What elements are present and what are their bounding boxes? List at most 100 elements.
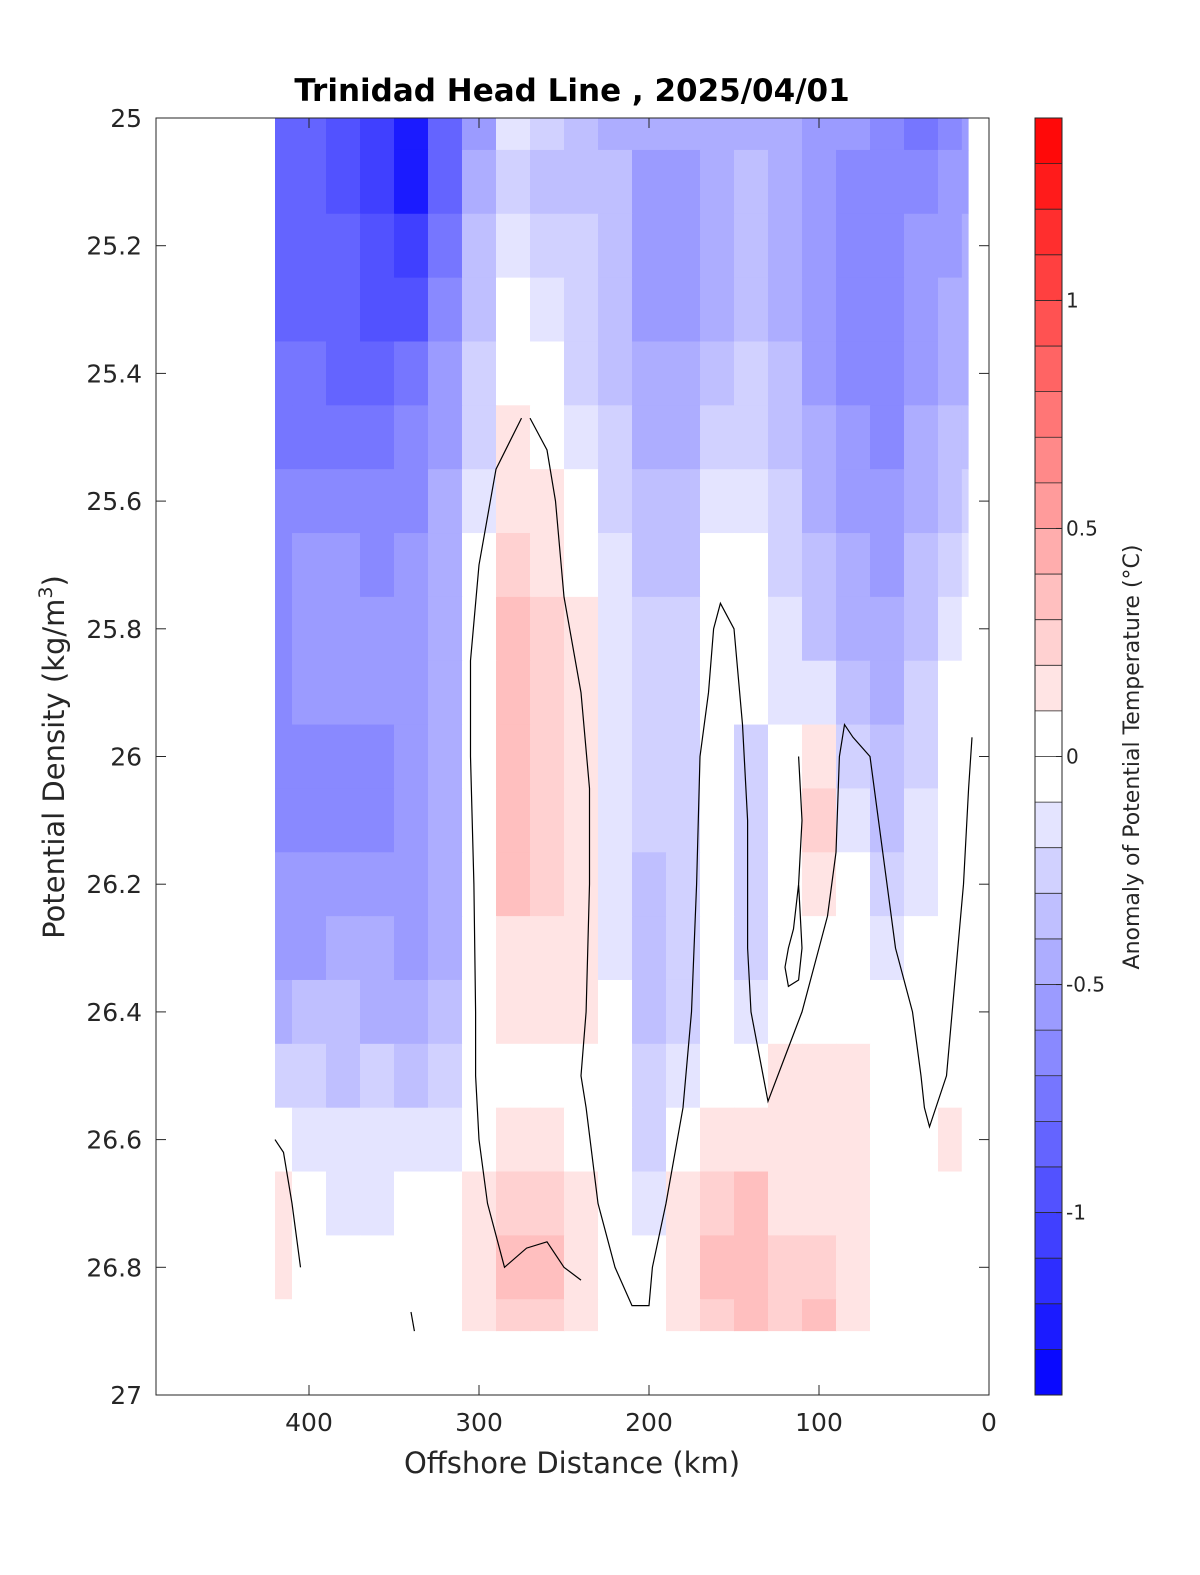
heatmap-cell xyxy=(904,213,939,279)
heatmap-cell xyxy=(530,118,565,151)
heatmap-cell xyxy=(961,1235,969,1300)
heatmap-cell xyxy=(768,979,803,1045)
heatmap-cell xyxy=(462,660,497,726)
heatmap-cell xyxy=(462,341,497,406)
heatmap-cell xyxy=(700,1171,735,1236)
heatmap-cell xyxy=(326,277,361,343)
heatmap-cell xyxy=(564,1235,599,1300)
y-axis: 25 25.2 25.4 25.6 25.8 26 26.2 26.4 26.6 26.8 27 xyxy=(86,104,989,1410)
heatmap-cell xyxy=(700,1235,735,1300)
heatmap-cell xyxy=(768,1171,803,1236)
heatmap-cell xyxy=(394,341,429,406)
heatmap-cell xyxy=(768,788,803,853)
heatmap-cell xyxy=(326,724,361,790)
heatmap-cell xyxy=(428,118,463,151)
heatmap-cell xyxy=(275,149,293,215)
heatmap-cell xyxy=(292,979,327,1045)
heatmap-cell xyxy=(938,1235,963,1300)
heatmap-cell xyxy=(836,852,871,917)
heatmap-cell xyxy=(700,118,735,151)
heatmap-cell xyxy=(326,405,361,470)
heatmap-cell xyxy=(428,1043,463,1109)
heatmap-cell xyxy=(904,979,939,1045)
y-tick-label: 25.2 xyxy=(86,232,142,261)
heatmap-cell xyxy=(496,341,531,406)
heatmap-cell xyxy=(462,405,497,470)
heatmap-cell xyxy=(360,341,395,406)
heatmap-cell xyxy=(598,660,633,726)
colorbar xyxy=(1035,118,1062,1396)
heatmap-cell xyxy=(564,533,599,598)
heatmap-cell xyxy=(564,405,599,470)
heatmap-cell xyxy=(904,469,939,534)
heatmap-cell xyxy=(904,405,939,470)
heatmap-cell xyxy=(462,788,497,853)
heatmap-cell xyxy=(326,852,361,917)
heatmap-cell xyxy=(700,533,735,598)
heatmap-cell xyxy=(700,724,735,790)
heatmap-cell xyxy=(326,533,361,598)
heatmap-cell xyxy=(938,596,963,662)
heatmap-cell xyxy=(938,916,963,981)
x-tick-label: 0 xyxy=(981,1408,997,1437)
heatmap-cell xyxy=(275,1043,293,1109)
heatmap-cell xyxy=(632,1043,667,1109)
heatmap-cell xyxy=(530,596,565,662)
heatmap-cell xyxy=(961,596,969,662)
heatmap-cell xyxy=(938,149,963,215)
heatmap-cell xyxy=(836,533,871,598)
heatmap-cell xyxy=(904,341,939,406)
heatmap-cell xyxy=(768,213,803,279)
colorbar-level xyxy=(1035,984,1062,1031)
heatmap-cell xyxy=(632,852,667,917)
heatmap-cell xyxy=(870,1171,905,1236)
colorbar-level xyxy=(1035,391,1062,438)
heatmap-cell xyxy=(598,1299,633,1332)
heatmap-cell xyxy=(768,1299,803,1332)
heatmap-cell xyxy=(360,118,395,151)
colorbar-level xyxy=(1035,346,1062,393)
heatmap-cell xyxy=(428,149,463,215)
heatmap-cell xyxy=(496,724,531,790)
heatmap-cell xyxy=(632,469,667,534)
heatmap-cell xyxy=(836,1107,871,1173)
heatmap-cell xyxy=(360,533,395,598)
heatmap-cell xyxy=(870,1299,905,1332)
colorbar-level xyxy=(1035,300,1062,347)
heatmap-cell xyxy=(734,788,769,853)
heatmap-cell xyxy=(938,660,963,726)
heatmap-cell xyxy=(360,979,395,1045)
heatmap-cell xyxy=(666,596,701,662)
heatmap-cell xyxy=(632,979,667,1045)
heatmap-cell xyxy=(360,1299,395,1332)
heatmap-cell xyxy=(462,149,497,215)
heatmap-cell xyxy=(961,405,969,470)
heatmap-cell xyxy=(836,213,871,279)
colorbar-level xyxy=(1035,1121,1062,1168)
colorbar-level xyxy=(1035,209,1062,256)
y-tick-label: 26.2 xyxy=(86,870,142,899)
heatmap-cell xyxy=(700,149,735,215)
heatmap-cell xyxy=(394,213,429,279)
heatmap-cell xyxy=(326,1043,361,1109)
heatmap-cell xyxy=(904,596,939,662)
heatmap-cell xyxy=(292,1107,327,1173)
heatmap-cell xyxy=(292,405,327,470)
heatmap-cell xyxy=(292,1171,327,1236)
heatmap-cell xyxy=(632,596,667,662)
heatmap-cell xyxy=(326,469,361,534)
heatmap-cell xyxy=(700,1299,735,1332)
heatmap-cell xyxy=(598,341,633,406)
heatmap-cell xyxy=(496,788,531,853)
heatmap-cell xyxy=(734,341,769,406)
heatmap-cell xyxy=(938,1171,963,1236)
heatmap-cell xyxy=(462,916,497,981)
heatmap-cell xyxy=(700,1043,735,1109)
heatmap-cell xyxy=(904,149,939,215)
heatmap-cell xyxy=(326,1171,361,1236)
heatmap-cell xyxy=(700,213,735,279)
heatmap-cell xyxy=(462,213,497,279)
heatmap-cell xyxy=(598,852,633,917)
heatmap-cell xyxy=(428,469,463,534)
heatmap-cell xyxy=(564,1299,599,1332)
